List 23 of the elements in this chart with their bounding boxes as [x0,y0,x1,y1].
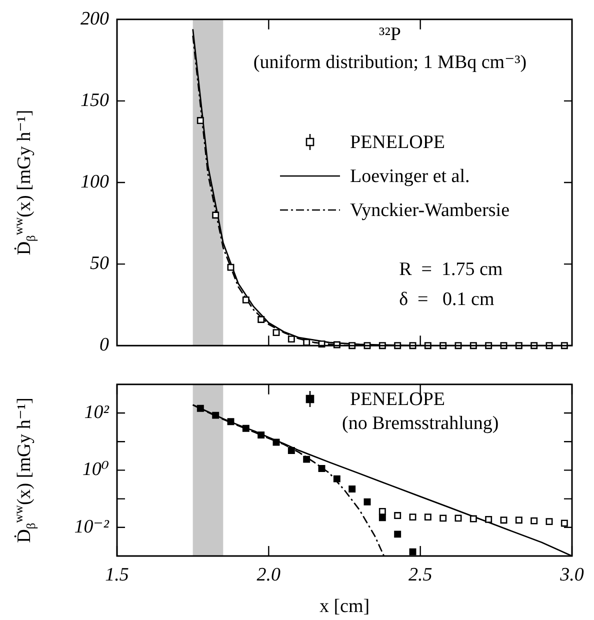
y-tick-label: 50 [90,253,110,274]
x-tick-label: 1.5 [105,564,129,586]
y-tick-label: 10⁻² [74,516,110,538]
annotation: R = 1.75 cm [399,259,503,280]
legend-label: PENELOPE [350,132,445,153]
annotation: δ = 0.1 cm [399,289,494,310]
y-tick-label: 0 [100,334,110,356]
annotation: (uniform distribution; 1 MBq cm⁻³) [253,52,527,73]
legend-label: PENELOPE (no Bremsstrahlung) [342,389,499,434]
y-tick-label: 200 [80,8,110,30]
legend-label: Vynckier-Wambersie [350,200,510,221]
y-tick-label: 10² [84,402,110,423]
y-axis-title: Ḋβww(x) [mGy h⁻¹] [11,110,38,256]
y-axis-title: Ḋβww(x) [mGy h⁻¹] [11,398,38,543]
y-tick-label: 10⁰ [82,459,110,480]
x-tick-label: 2.5 [408,564,432,586]
x-tick-label: 3.0 [559,564,584,586]
y-tick-label: 100 [80,172,110,192]
legend-label: Loevinger et al. [350,166,470,187]
y-tick-label: 150 [80,90,110,111]
annotation: ³²P [379,24,401,45]
x-tick-label: 2.0 [256,564,282,586]
x-axis-title: x [cm] [319,596,370,617]
